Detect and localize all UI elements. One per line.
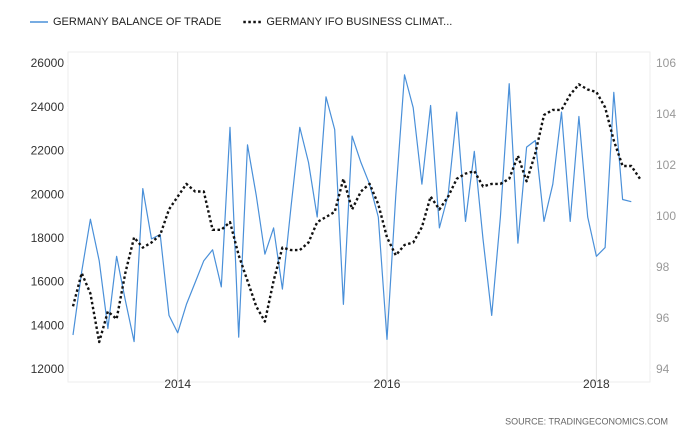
- x-tick-label: 2018: [583, 377, 610, 391]
- plot-frame: [67, 51, 651, 383]
- legend-label: GERMANY IFO BUSINESS CLIMAT...: [266, 16, 452, 28]
- y-tick-label: 18000: [31, 231, 65, 245]
- y2-tick-label: 94: [656, 362, 670, 376]
- y-tick-label: 24000: [31, 100, 65, 114]
- y-tick-label: 22000: [31, 144, 65, 158]
- x-tick-label: 2016: [374, 377, 401, 391]
- y2-tick-label: 102: [656, 158, 676, 172]
- y-tick-label: 16000: [31, 275, 65, 289]
- y-tick-label: 12000: [31, 362, 65, 376]
- y2-tick-label: 106: [656, 56, 676, 70]
- x-tick-label: 2014: [164, 377, 191, 391]
- series-line: [71, 83, 641, 344]
- y2-tick-label: 100: [656, 209, 676, 223]
- source: SOURCE: TRADINGECONOMICS.COM: [505, 416, 668, 426]
- series-line: [72, 74, 632, 343]
- y2-tick-label: 98: [656, 260, 670, 274]
- y-tick-label: 14000: [31, 318, 65, 332]
- y-tick-label: 26000: [31, 56, 65, 70]
- y-tick-label: 20000: [31, 187, 65, 201]
- y2-tick-label: 96: [656, 311, 670, 325]
- y2-tick-label: 104: [656, 107, 676, 121]
- legend-label: GERMANY BALANCE OF TRADE: [53, 16, 221, 28]
